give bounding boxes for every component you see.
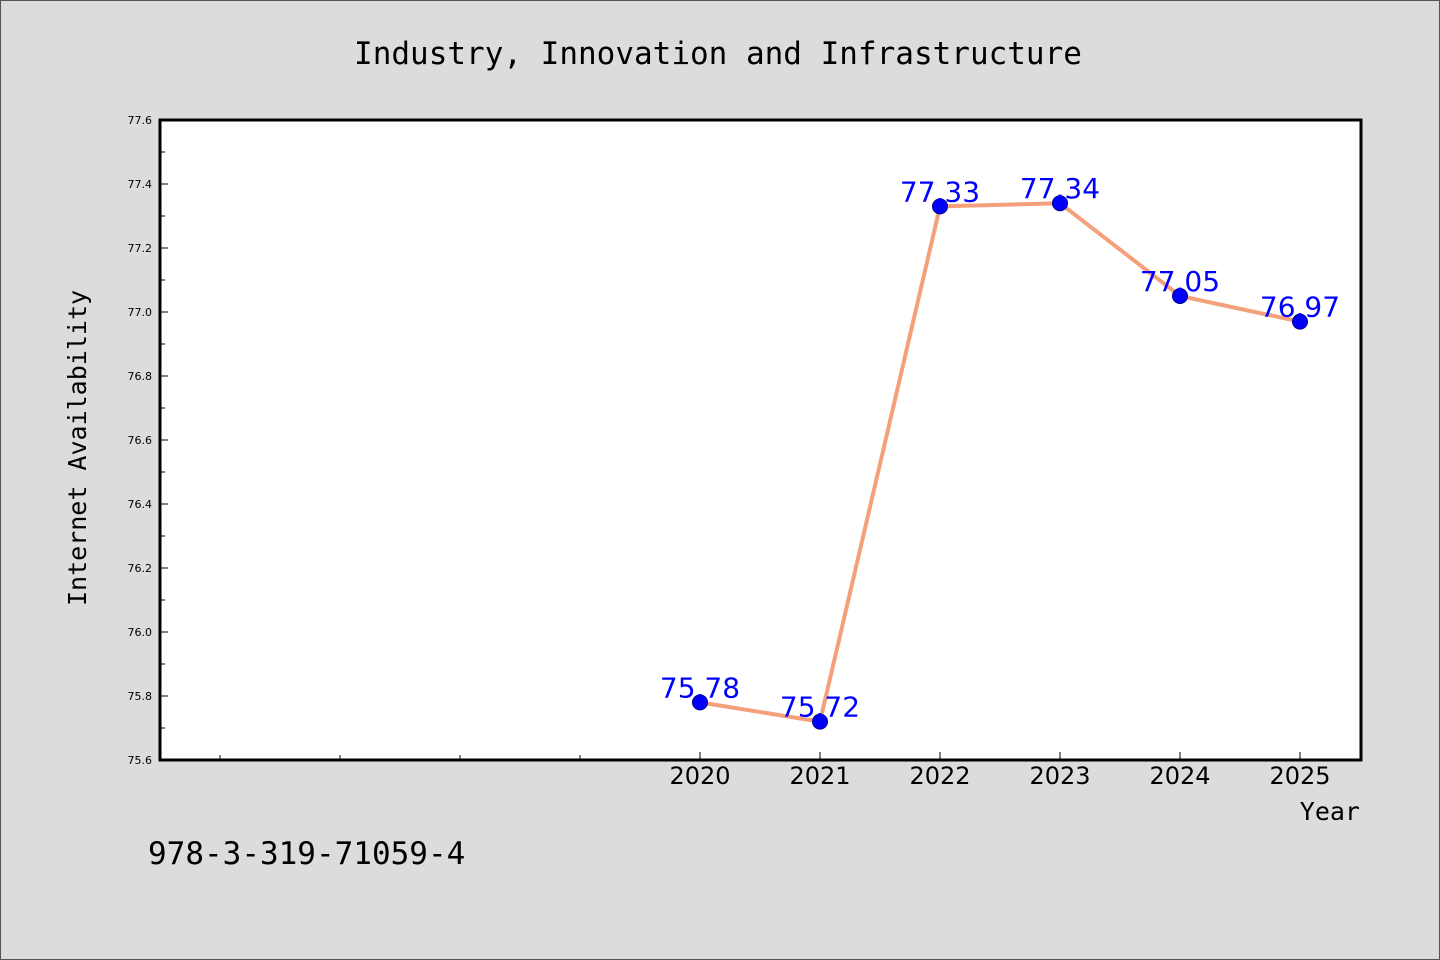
y-tick-label: 77.2 [128, 242, 153, 255]
y-tick-label: 75.6 [128, 754, 153, 767]
x-axis: 2020 2021 2022 2023 2024 2025 [219, 752, 1331, 790]
y-tick-label: 75.8 [128, 690, 153, 703]
y-axis-label: Internet Availability [63, 290, 92, 606]
y-tick-label: 76.0 [128, 626, 153, 639]
y-tick-label: 77.6 [128, 114, 153, 127]
data-label: 75.72 [780, 691, 860, 724]
data-point [812, 713, 828, 730]
y-tick-label: 76.6 [128, 434, 153, 447]
data-label: 76.97 [1260, 291, 1340, 324]
y-axis: 75.6 75.8 76.0 76.2 76.4 76.6 76.8 77.0 77.2 77.4… [128, 114, 168, 767]
x-tick-label: 2022 [909, 762, 970, 790]
plot-area [158, 118, 1363, 762]
y-tick-label: 76.8 [128, 370, 153, 383]
y-tick-label: 77.0 [128, 306, 153, 319]
x-tick-label: 2023 [1029, 762, 1090, 790]
data-point [1172, 288, 1188, 304]
x-tick-label: 2020 [669, 762, 730, 790]
data-label: 77.33 [900, 175, 980, 208]
x-tick-label: 2021 [789, 762, 850, 790]
y-tick-label: 77.4 [128, 178, 153, 191]
x-axis-label: Year [1300, 797, 1360, 826]
y-tick-label: 76.4 [128, 498, 153, 511]
data-label: 77.34 [1020, 172, 1100, 205]
data-label: 77.05 [1140, 265, 1220, 298]
data-point [1292, 313, 1308, 330]
chart-title: Industry, Innovation and Infrastructure [354, 36, 1082, 72]
isbn-note: 978-3-319-71059-4 [148, 836, 465, 872]
series-line [699, 201, 1301, 724]
x-tick-label: 2025 [1269, 762, 1330, 790]
series-layer: 75.78 75.72 77.33 77.34 77.05 76.97 [660, 172, 1340, 730]
data-point [692, 694, 708, 711]
x-tick-label: 2024 [1149, 762, 1210, 790]
data-label: 75.78 [660, 671, 740, 704]
data-point [1052, 195, 1068, 212]
data-point [932, 198, 948, 215]
y-tick-label: 76.2 [128, 562, 153, 575]
